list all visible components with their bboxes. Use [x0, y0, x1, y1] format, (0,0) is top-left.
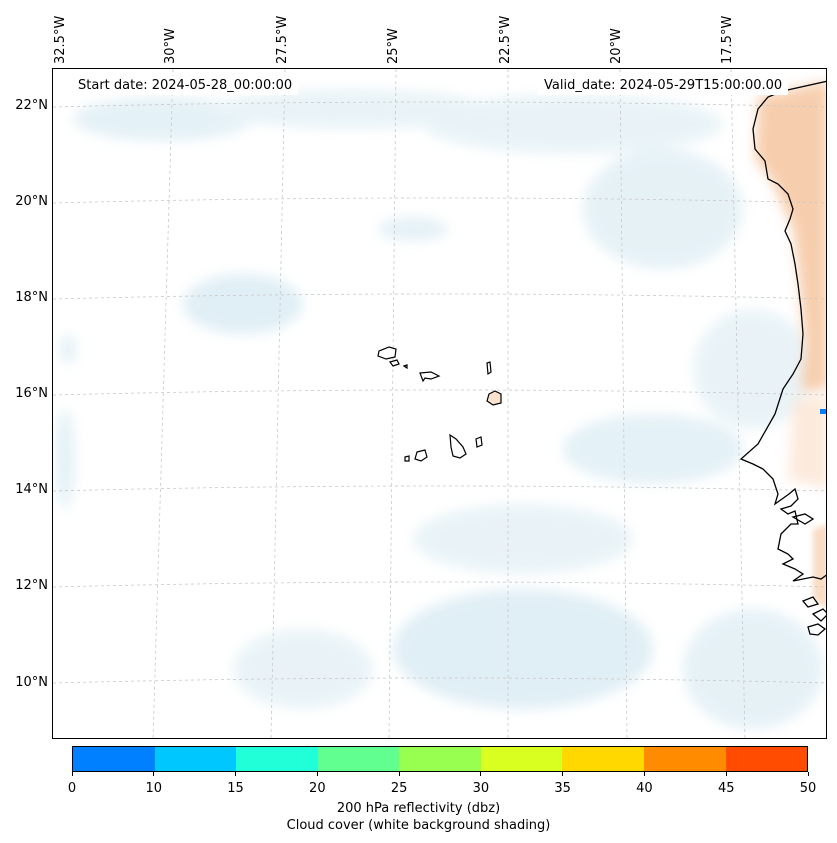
- colorbar-tick: [480, 772, 482, 776]
- colorbar-segment: [399, 747, 481, 771]
- colorbar-tick: [562, 772, 564, 776]
- lat-label-20n: 20°N: [15, 194, 48, 209]
- island-sao-nicolau: [419, 371, 441, 383]
- island-boa-vista: [486, 390, 502, 406]
- colorbar-segment: [725, 747, 808, 771]
- colorbar-tick: [316, 772, 318, 776]
- colorbar-segment: [643, 747, 726, 771]
- island-santo-antao: [377, 346, 397, 360]
- valid-date-label: Valid_date: 2024-05-29T15:00:00.00: [538, 76, 789, 95]
- island-sal: [486, 361, 492, 376]
- lon-label-20w: 20°W: [609, 28, 624, 64]
- colorbar-tick: [71, 772, 73, 776]
- colorbar-tick-label: 35: [554, 781, 571, 796]
- colorbar-tick-label: 45: [717, 781, 735, 796]
- colorbar-segment: [73, 747, 155, 771]
- graticule: [53, 69, 826, 738]
- reflectivity-cell: [820, 409, 826, 414]
- island-santiago: [449, 433, 467, 459]
- colorbar-segment: [317, 747, 400, 771]
- lat-label-18n: 18°N: [15, 290, 48, 305]
- colorbar-tick-label: 25: [390, 781, 408, 796]
- lat-label-16n: 16°N: [15, 386, 48, 401]
- lon-label-17-5w: 17.5°W: [720, 15, 735, 64]
- colorbar-tick: [398, 772, 400, 776]
- colorbar-tick: [643, 772, 645, 776]
- lat-label-14n: 14°N: [15, 482, 48, 497]
- colorbar-segment: [562, 747, 644, 771]
- colorbar-tick-label: 50: [799, 781, 817, 796]
- colorbar-tick: [725, 772, 727, 776]
- start-date-label: Start date: 2024-05-28_00:00:00: [72, 76, 299, 95]
- island-fogo: [414, 449, 428, 462]
- lat-label-10n: 10°N: [15, 675, 48, 690]
- colorbar-tick-label: 10: [145, 781, 163, 796]
- lat-label-12n: 12°N: [15, 578, 48, 593]
- island-santa-luzia: [402, 364, 408, 370]
- island-sao-vicente: [388, 359, 400, 367]
- colorbar-tick-label: 0: [67, 781, 77, 796]
- lon-label-27-5w: 27.5°W: [275, 15, 290, 64]
- colorbar-segment: [154, 747, 237, 771]
- west-africa-coastline: [739, 80, 826, 636]
- island-brava: [404, 455, 410, 462]
- colorbar-tick: [235, 772, 237, 776]
- colorbar-segment: [236, 747, 318, 771]
- colorbar-tick-label: 30: [472, 781, 490, 796]
- lon-label-22-5w: 22.5°W: [498, 15, 513, 64]
- island-maio: [475, 436, 483, 448]
- colorbar-tick: [153, 772, 155, 776]
- cloud-cover-shading: [55, 89, 823, 729]
- colorbar-tick-label: 20: [309, 781, 326, 796]
- colorbar-tick: [807, 772, 809, 776]
- lon-label-30w: 30°W: [163, 28, 178, 64]
- map-canvas: [53, 69, 826, 738]
- lon-label-25w: 25°W: [386, 28, 401, 64]
- colorbar-label-cloud-cover: Cloud cover (white background shading): [286, 818, 551, 833]
- colorbar-label-reflectivity: 200 hPa reflectivity (dbz): [336, 801, 501, 816]
- map-panel[interactable]: [52, 68, 827, 739]
- colorbar-segment: [480, 747, 563, 771]
- colorbar: [72, 746, 808, 772]
- cape-verde-islands: [377, 346, 502, 462]
- colorbar-tick-label: 40: [636, 781, 653, 796]
- lon-label-32-5w: 32.5°W: [53, 15, 68, 64]
- lat-label-22n: 22°N: [15, 98, 48, 113]
- colorbar-tick-label: 15: [227, 781, 244, 796]
